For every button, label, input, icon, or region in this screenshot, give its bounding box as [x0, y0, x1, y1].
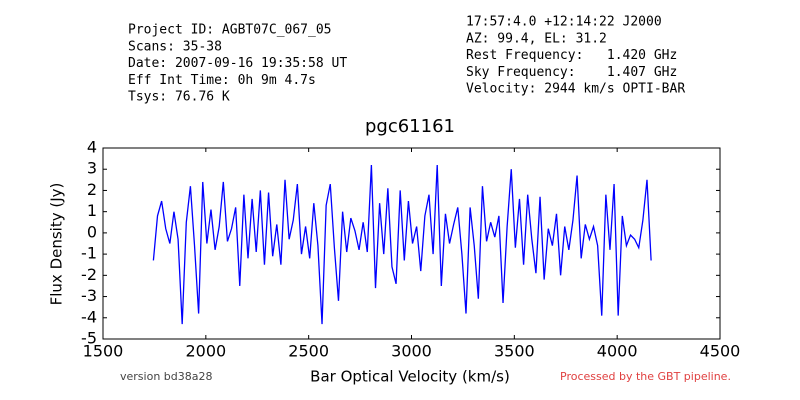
x-tick-label: 4000: [597, 342, 638, 361]
x-axis-label: Bar Optical Velocity (km/s): [310, 368, 510, 386]
header-line: AZ: 99.4, EL: 31.2: [466, 31, 607, 46]
header-line: Date: 2007-09-16 19:35:58 UT: [128, 56, 347, 71]
header-line: Tsys: 76.76 K: [128, 90, 230, 105]
footer-version: version bd38a28: [120, 370, 213, 383]
y-tick-label: -4: [81, 307, 97, 326]
x-tick-label: 1500: [83, 342, 124, 361]
x-tick-label: 3500: [494, 342, 535, 361]
chart-title: pgc61161: [365, 116, 455, 137]
y-tick-label: 4: [87, 138, 97, 157]
y-tick-label: 2: [87, 180, 97, 199]
header-line: Sky Frequency: 1.407 GHz: [466, 65, 677, 80]
y-tick-label: 0: [87, 222, 97, 241]
header-line: Rest Frequency: 1.420 GHz: [466, 48, 677, 63]
x-tick-label: 2000: [185, 342, 226, 361]
header-line: Project ID: AGBT07C_067_05: [128, 23, 332, 38]
y-tick-label: 3: [87, 159, 97, 178]
header-line: Velocity: 2944 km/s OPTI-BAR: [466, 82, 685, 97]
y-axis-label: Flux Density (Jy): [48, 183, 66, 306]
header-line: 17:57:4.0 +12:14:22 J2000: [466, 15, 662, 30]
spectrum-line: [152, 164, 652, 325]
x-tick-label: 3000: [391, 342, 432, 361]
y-tick-label: -2: [81, 265, 97, 284]
header-line: Scans: 35-38: [128, 39, 222, 54]
y-tick-label: -3: [81, 286, 97, 305]
plot-frame: [102, 147, 721, 340]
header-line: Eff Int Time: 0h 9m 4.7s: [128, 73, 316, 88]
x-tick-label: 2500: [288, 342, 329, 361]
x-tick-label: 4500: [700, 342, 741, 361]
y-tick-label: 1: [87, 201, 97, 220]
footer-pipeline: Processed by the GBT pipeline.: [560, 370, 731, 383]
y-tick-label: -1: [81, 244, 97, 263]
y-tick-label: -5: [81, 329, 97, 348]
